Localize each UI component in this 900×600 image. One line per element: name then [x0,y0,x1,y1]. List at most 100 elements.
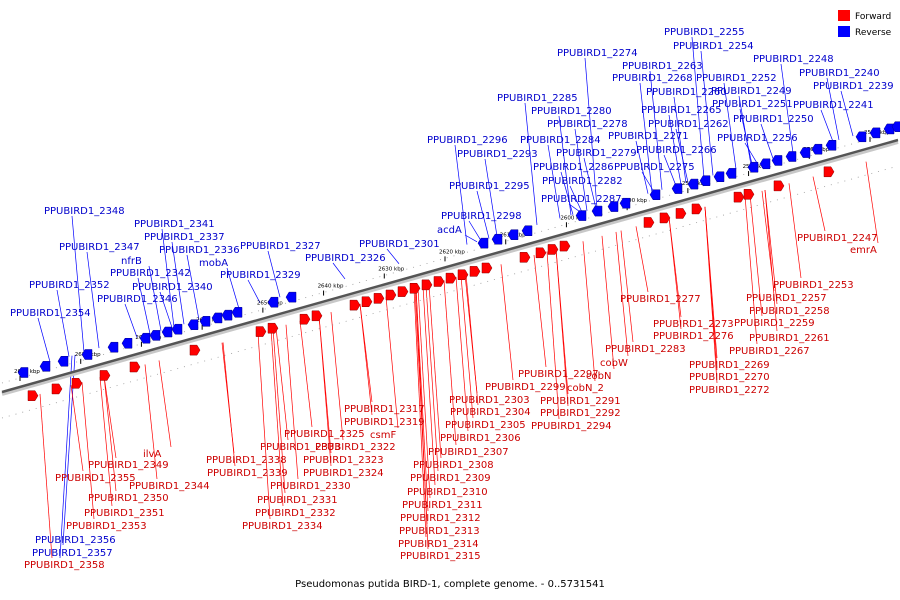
gene-label-ppubird1-2257: PPUBIRD1_2257 [746,293,827,304]
gene-label-ppubird1-2354: PPUBIRD1_2354 [10,308,91,319]
gene-leader-line [332,262,346,280]
gene-leader-line [413,288,427,538]
reverse-gene-arrow [161,326,173,338]
reverse-gene-arrow [747,161,759,173]
gene-leader-line [739,108,753,165]
gene-label-ppubird1-2322: PPUBIRD1_2322 [315,442,396,453]
forward-gene-arrow [373,293,385,304]
gene-leader-line [124,303,138,338]
gene-label-ppubird1-2268: PPUBIRD1_2268 [612,73,693,84]
gene-label-ppubird1-2297: PPUBIRD1_2297 [518,369,599,380]
gene-leader-line [476,190,490,239]
reverse-gene-arrow [771,155,783,166]
gene-leader-line [460,275,474,419]
gene-label-ppubird1-2304: PPUBIRD1_2304 [450,407,531,418]
gene-leader-line [558,115,572,216]
gene-leader-line [749,194,763,317]
gene-leader-line [468,220,482,241]
forward-gene-arrow [457,269,469,280]
gene-label-ppubird1-2254: PPUBIRD1_2254 [673,41,754,52]
gene-leader-line [99,377,113,507]
reverse-gene-arrow [285,291,297,303]
gene-leader-line [673,96,687,184]
gene-leader-line [270,328,284,507]
reverse-gene-arrow [869,127,881,139]
reverse-gene-arrow [121,338,133,349]
gene-leader-line [257,332,271,520]
gene-leader-line [464,234,478,243]
gene-leader-line [267,250,281,298]
gene-label-ppubird1-2317: PPUBIRD1_2317 [344,404,425,415]
gene-label-ppubird1-2351: PPUBIRD1_2351 [84,508,165,519]
gene-label-ppubird1-2291: PPUBIRD1_2291 [540,396,621,407]
gene-labels: PPUBIRD1_2255 PPUBIRD1_2254 PPUBIRD1_2248 P… [10,27,894,571]
gene-label-ppubird1-2249: PPUBIRD1_2249 [711,86,792,97]
gene-label-ppubird1-2356: PPUBIRD1_2356 [35,535,116,546]
gene-leader-line [584,57,598,209]
forward-gene-arrow [311,310,323,322]
forward-gene-arrow [129,361,141,373]
gene-label-ppubird1-2340: PPUBIRD1_2340 [132,282,213,293]
gene-label-ppubird1-2292: PPUBIRD1_2292 [540,408,621,419]
reverse-gene-arrow [211,312,223,324]
gene-label-ppubird1-2272: PPUBIRD1_2272 [689,385,770,396]
gene-leader-line [137,277,151,334]
reverse-gene-arrow [785,151,797,162]
gene-leader-line [641,171,655,193]
gene-leader-line [668,216,682,330]
gene-label-ppubird1-2349: PPUBIRD1_2349 [88,460,169,471]
gene-leader-line [103,375,117,492]
gene-leader-line [675,128,689,183]
gene-leader-line [222,342,236,467]
reverse-gene-arrow [759,158,771,170]
gene-leader-line [582,241,596,382]
reverse-gene-arrow [799,147,811,158]
scale-tick-label: 2600 kbp [560,215,586,221]
gene-label-ppubird1-2255: PPUBIRD1_2255 [664,27,745,38]
forward-gene-arrow [349,299,361,311]
gene-leader-line [764,189,778,305]
gene-label-ppubird1-2274: PPUBIRD1_2274 [557,48,638,59]
gene-label-ppubird1-2239: PPUBIRD1_2239 [813,81,894,92]
gene-label-ppubird1-2348: PPUBIRD1_2348 [44,206,125,217]
gene-label-ppubird1-2270: PPUBIRD1_2270 [689,372,770,383]
genome-backbone [1,130,899,419]
gene-leader-line [275,327,289,441]
gene-leader-line [820,109,834,142]
gene-leader-line [81,382,95,520]
gene-leader-line [668,114,682,185]
gene-label-cobn-2: cobN_2 [567,383,604,394]
reverse-gene-arrow [725,168,737,179]
gene-leader-line [620,230,634,343]
gene-label-ppubird1-2330: PPUBIRD1_2330 [270,481,351,492]
backbone-shadow [1,140,899,396]
gene-leader-line [840,90,854,137]
gene-leader-line [760,123,774,159]
gene-leader-line [417,287,431,499]
gene-label-ppubird1-2276: PPUBIRD1_2276 [653,331,734,342]
gene-label-ppubird1-2261: PPUBIRD1_2261 [749,333,830,344]
gene-leader-line [158,360,172,448]
gene-leader-line [359,303,373,416]
gene-label-ppubird1-2296: PPUBIRD1_2296 [427,135,508,146]
reverse-gene-arrow [149,330,161,341]
gene-leader-line [691,36,705,178]
gene-label-ppubird1-2263: PPUBIRD1_2263 [622,61,703,72]
gene-label-ppubird1-2240: PPUBIRD1_2240 [799,68,880,79]
reverse-gene-arrow [521,225,533,236]
gene-leader-line [533,254,547,368]
gene-leader-line [144,364,158,480]
gene-leader-line [103,375,117,459]
gene-leader-line [700,50,714,176]
reverse-legend-label: Reverse [855,28,892,38]
gene-label-ppubird1-2319: PPUBIRD1_2319 [344,417,425,428]
forward-gene-arrow [691,203,703,215]
gene-label-ppubird1-2347: PPUBIRD1_2347 [59,242,140,253]
forward-gene-arrow [733,191,745,203]
gene-leader-line [386,248,400,264]
forward-gene-arrow [299,313,311,325]
forward-gene-arrow [189,344,201,356]
forward-gene-arrow [743,189,755,200]
gene-label-ppubird1-2287: PPUBIRD1_2287 [541,194,622,205]
gene-label-ppubird1-2299: PPUBIRD1_2299 [485,382,566,393]
